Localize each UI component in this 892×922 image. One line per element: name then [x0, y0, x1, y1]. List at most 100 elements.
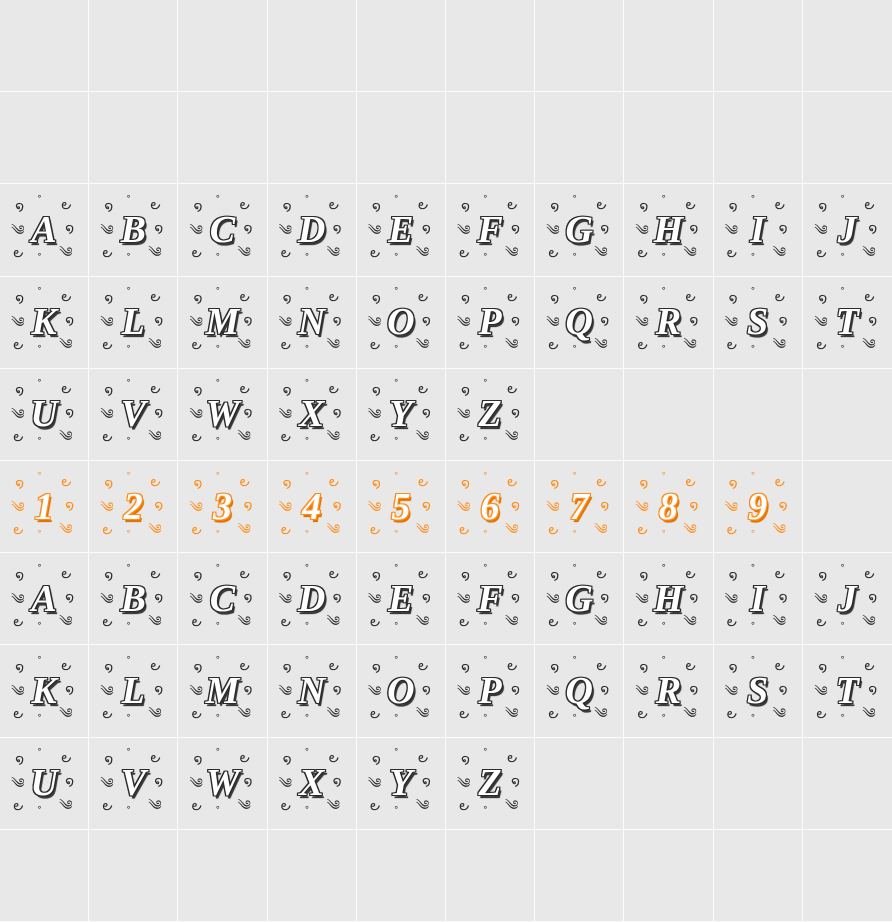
- glyph-u[interactable]: UU໑౿༄໑౿༄˚˚: [9, 379, 79, 449]
- glyph-k[interactable]: KK໑౿༄໑౿༄˚˚: [9, 287, 79, 357]
- grid-cell[interactable]: QQ໑౿༄໑౿༄˚˚: [535, 277, 624, 369]
- grid-cell[interactable]: NN໑౿༄໑౿༄˚˚: [268, 645, 357, 737]
- grid-cell[interactable]: TT໑౿༄໑౿༄˚˚: [803, 645, 892, 737]
- glyph-h[interactable]: HH໑౿༄໑౿༄˚˚: [633, 195, 703, 265]
- glyph-l[interactable]: LL໑౿༄໑౿༄˚˚: [98, 656, 168, 726]
- glyph-c[interactable]: CC໑౿༄໑౿༄˚˚: [187, 195, 257, 265]
- grid-cell[interactable]: VV໑౿༄໑౿༄˚˚: [89, 369, 178, 461]
- grid-cell[interactable]: II໑౿༄໑౿༄˚˚: [714, 553, 803, 645]
- grid-cell[interactable]: DD໑౿༄໑౿༄˚˚: [268, 553, 357, 645]
- grid-cell[interactable]: 55໑౿༄໑౿༄˚˚: [357, 461, 446, 553]
- grid-cell[interactable]: HH໑౿༄໑౿༄˚˚: [624, 553, 713, 645]
- glyph-r[interactable]: RR໑౿༄໑౿༄˚˚: [633, 287, 703, 357]
- glyph-o[interactable]: OO໑౿༄໑౿༄˚˚: [366, 656, 436, 726]
- glyph-t[interactable]: TT໑౿༄໑౿༄˚˚: [812, 287, 882, 357]
- glyph-b[interactable]: BB໑౿༄໑౿༄˚˚: [98, 195, 168, 265]
- grid-cell[interactable]: OO໑౿༄໑౿༄˚˚: [357, 277, 446, 369]
- grid-cell[interactable]: UU໑౿༄໑౿༄˚˚: [0, 369, 89, 461]
- grid-cell[interactable]: 66໑౿༄໑౿༄˚˚: [446, 461, 535, 553]
- glyph-i[interactable]: II໑౿༄໑౿༄˚˚: [723, 195, 793, 265]
- grid-cell[interactable]: GG໑౿༄໑౿༄˚˚: [535, 184, 624, 276]
- glyph-v[interactable]: VV໑౿༄໑౿༄˚˚: [98, 379, 168, 449]
- glyph-t[interactable]: TT໑౿༄໑౿༄˚˚: [812, 656, 882, 726]
- grid-cell[interactable]: HH໑౿༄໑౿༄˚˚: [624, 184, 713, 276]
- glyph-m[interactable]: MM໑౿༄໑౿༄˚˚: [187, 656, 257, 726]
- grid-cell[interactable]: BB໑౿༄໑౿༄˚˚: [89, 553, 178, 645]
- glyph-5[interactable]: 55໑౿༄໑౿༄˚˚: [366, 472, 436, 542]
- grid-cell[interactable]: KK໑౿༄໑౿༄˚˚: [0, 277, 89, 369]
- glyph-p[interactable]: PP໑౿༄໑౿༄˚˚: [455, 287, 525, 357]
- grid-cell[interactable]: EE໑౿༄໑౿༄˚˚: [357, 553, 446, 645]
- grid-cell[interactable]: MM໑౿༄໑౿༄˚˚: [178, 645, 267, 737]
- grid-cell[interactable]: DD໑౿༄໑౿༄˚˚: [268, 184, 357, 276]
- glyph-p[interactable]: PP໑౿༄໑౿༄˚˚: [455, 656, 525, 726]
- glyph-4[interactable]: 44໑౿༄໑౿༄˚˚: [277, 472, 347, 542]
- grid-cell[interactable]: SS໑౿༄໑౿༄˚˚: [714, 277, 803, 369]
- glyph-r[interactable]: RR໑౿༄໑౿༄˚˚: [633, 656, 703, 726]
- grid-cell[interactable]: XX໑౿༄໑౿༄˚˚: [268, 738, 357, 830]
- glyph-w[interactable]: WW໑౿༄໑౿༄˚˚: [187, 379, 257, 449]
- glyph-o[interactable]: OO໑౿༄໑౿༄˚˚: [366, 287, 436, 357]
- grid-cell[interactable]: 77໑౿༄໑౿༄˚˚: [535, 461, 624, 553]
- grid-cell[interactable]: LL໑౿༄໑౿༄˚˚: [89, 645, 178, 737]
- glyph-z[interactable]: ZZ໑౿༄໑౿༄˚˚: [455, 379, 525, 449]
- grid-cell[interactable]: FF໑౿༄໑౿༄˚˚: [446, 553, 535, 645]
- glyph-b[interactable]: BB໑౿༄໑౿༄˚˚: [98, 564, 168, 634]
- grid-cell[interactable]: KK໑౿༄໑౿༄˚˚: [0, 645, 89, 737]
- glyph-1[interactable]: 11໑౿༄໑౿༄˚˚: [9, 472, 79, 542]
- grid-cell[interactable]: VV໑౿༄໑౿༄˚˚: [89, 738, 178, 830]
- grid-cell[interactable]: CC໑౿༄໑౿༄˚˚: [178, 184, 267, 276]
- grid-cell[interactable]: RR໑౿༄໑౿༄˚˚: [624, 277, 713, 369]
- grid-cell[interactable]: BB໑౿༄໑౿༄˚˚: [89, 184, 178, 276]
- glyph-i[interactable]: II໑౿༄໑౿༄˚˚: [723, 564, 793, 634]
- glyph-7[interactable]: 77໑౿༄໑౿༄˚˚: [544, 472, 614, 542]
- glyph-j[interactable]: JJ໑౿༄໑౿༄˚˚: [812, 195, 882, 265]
- grid-cell[interactable]: JJ໑౿༄໑౿༄˚˚: [803, 184, 892, 276]
- grid-cell[interactable]: XX໑౿༄໑౿༄˚˚: [268, 369, 357, 461]
- grid-cell[interactable]: AA໑౿༄໑౿༄˚˚: [0, 553, 89, 645]
- glyph-g[interactable]: GG໑౿༄໑౿༄˚˚: [544, 195, 614, 265]
- glyph-c[interactable]: CC໑౿༄໑౿༄˚˚: [187, 564, 257, 634]
- glyph-e[interactable]: EE໑౿༄໑౿༄˚˚: [366, 564, 436, 634]
- grid-cell[interactable]: WW໑౿༄໑౿༄˚˚: [178, 369, 267, 461]
- glyph-2[interactable]: 22໑౿༄໑౿༄˚˚: [98, 472, 168, 542]
- glyph-s[interactable]: SS໑౿༄໑౿༄˚˚: [723, 287, 793, 357]
- grid-cell[interactable]: FF໑౿༄໑౿༄˚˚: [446, 184, 535, 276]
- glyph-k[interactable]: KK໑౿༄໑౿༄˚˚: [9, 656, 79, 726]
- glyph-s[interactable]: SS໑౿༄໑౿༄˚˚: [723, 656, 793, 726]
- grid-cell[interactable]: CC໑౿༄໑౿༄˚˚: [178, 553, 267, 645]
- glyph-n[interactable]: NN໑౿༄໑౿༄˚˚: [277, 287, 347, 357]
- grid-cell[interactable]: JJ໑౿༄໑౿༄˚˚: [803, 553, 892, 645]
- grid-cell[interactable]: ZZ໑౿༄໑౿༄˚˚: [446, 369, 535, 461]
- glyph-l[interactable]: LL໑౿༄໑౿༄˚˚: [98, 287, 168, 357]
- grid-cell[interactable]: LL໑౿༄໑౿༄˚˚: [89, 277, 178, 369]
- grid-cell[interactable]: GG໑౿༄໑౿༄˚˚: [535, 553, 624, 645]
- grid-cell[interactable]: RR໑౿༄໑౿༄˚˚: [624, 645, 713, 737]
- grid-cell[interactable]: UU໑౿༄໑౿༄˚˚: [0, 738, 89, 830]
- glyph-d[interactable]: DD໑౿༄໑౿༄˚˚: [277, 564, 347, 634]
- glyph-h[interactable]: HH໑౿༄໑౿༄˚˚: [633, 564, 703, 634]
- glyph-m[interactable]: MM໑౿༄໑౿༄˚˚: [187, 287, 257, 357]
- glyph-f[interactable]: FF໑౿༄໑౿༄˚˚: [455, 195, 525, 265]
- grid-cell[interactable]: 11໑౿༄໑౿༄˚˚: [0, 461, 89, 553]
- grid-cell[interactable]: NN໑౿༄໑౿༄˚˚: [268, 277, 357, 369]
- grid-cell[interactable]: ZZ໑౿༄໑౿༄˚˚: [446, 738, 535, 830]
- grid-cell[interactable]: QQ໑౿༄໑౿༄˚˚: [535, 645, 624, 737]
- glyph-z[interactable]: ZZ໑౿༄໑౿༄˚˚: [455, 748, 525, 818]
- grid-cell[interactable]: SS໑౿༄໑౿༄˚˚: [714, 645, 803, 737]
- grid-cell[interactable]: 33໑౿༄໑౿༄˚˚: [178, 461, 267, 553]
- grid-cell[interactable]: TT໑౿༄໑౿༄˚˚: [803, 277, 892, 369]
- glyph-y[interactable]: YY໑౿༄໑౿༄˚˚: [366, 748, 436, 818]
- grid-cell[interactable]: OO໑౿༄໑౿༄˚˚: [357, 645, 446, 737]
- glyph-q[interactable]: QQ໑౿༄໑౿༄˚˚: [544, 656, 614, 726]
- grid-cell[interactable]: PP໑౿༄໑౿༄˚˚: [446, 645, 535, 737]
- glyph-v[interactable]: VV໑౿༄໑౿༄˚˚: [98, 748, 168, 818]
- grid-cell[interactable]: 22໑౿༄໑౿༄˚˚: [89, 461, 178, 553]
- grid-cell[interactable]: YY໑౿༄໑౿༄˚˚: [357, 738, 446, 830]
- glyph-9[interactable]: 99໑౿༄໑౿༄˚˚: [723, 472, 793, 542]
- glyph-a[interactable]: AA໑౿༄໑౿༄˚˚: [9, 564, 79, 634]
- glyph-x[interactable]: XX໑౿༄໑౿༄˚˚: [277, 748, 347, 818]
- grid-cell[interactable]: MM໑౿༄໑౿༄˚˚: [178, 277, 267, 369]
- grid-cell[interactable]: II໑౿༄໑౿༄˚˚: [714, 184, 803, 276]
- grid-cell[interactable]: 88໑౿༄໑౿༄˚˚: [624, 461, 713, 553]
